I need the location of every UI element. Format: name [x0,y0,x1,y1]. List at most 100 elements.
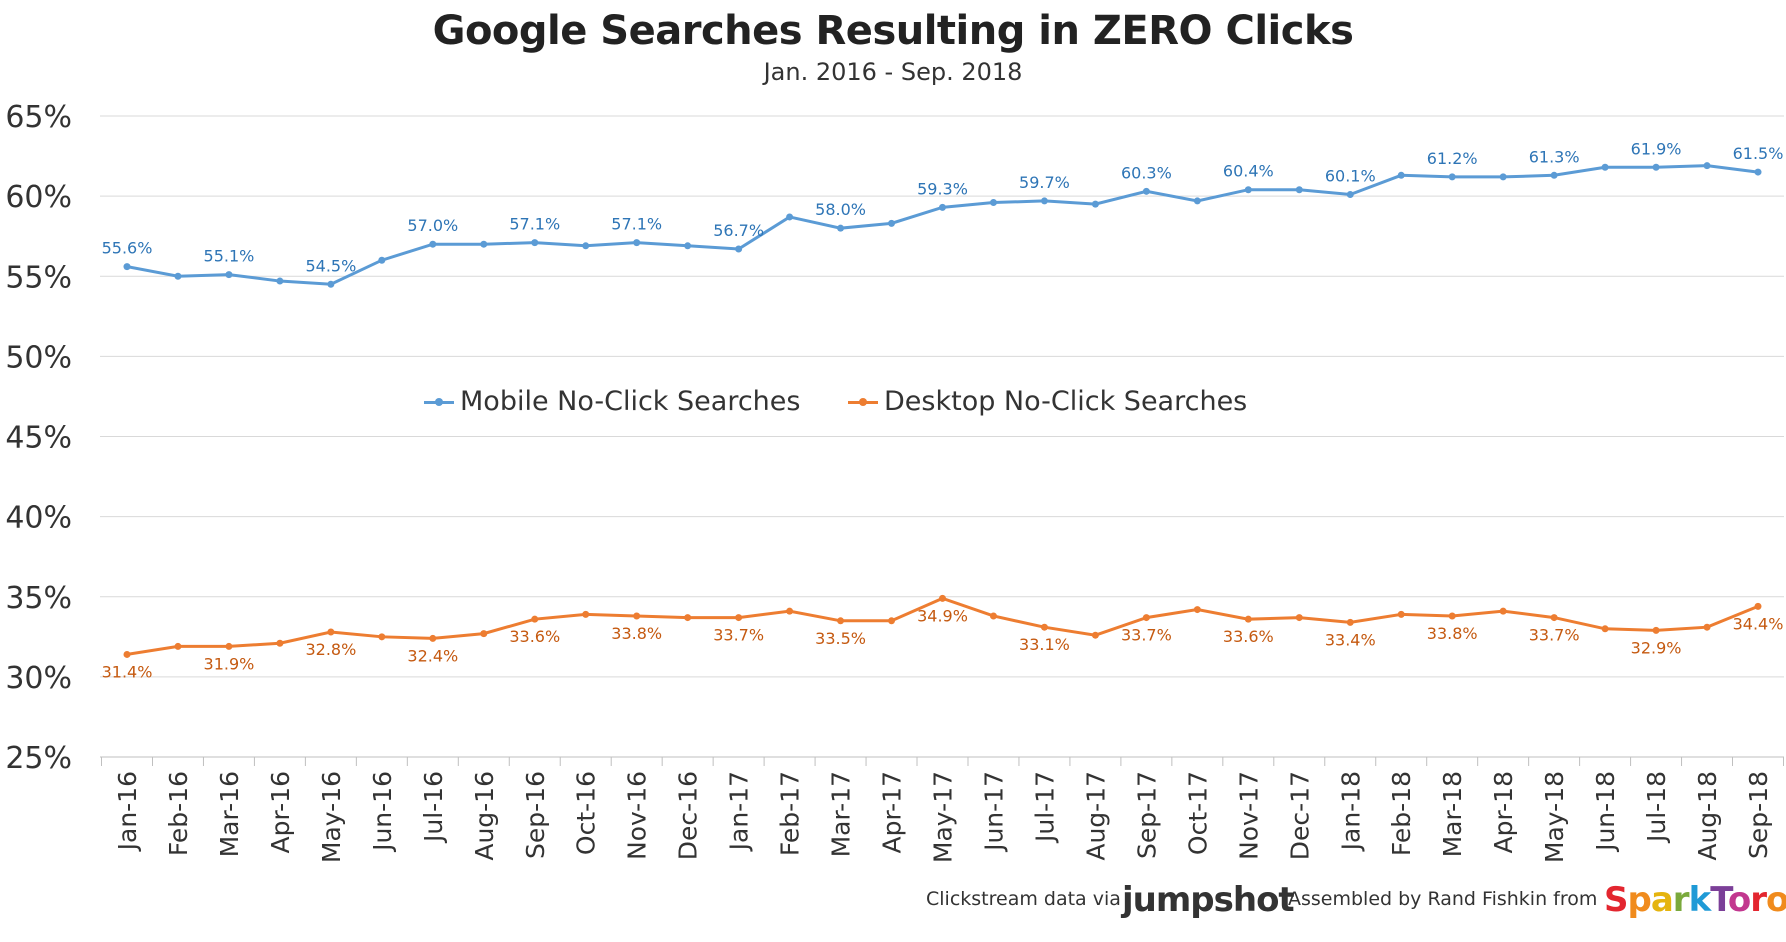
desktop-data-label: 33.1% [1019,635,1070,654]
x-tick-label: Sep-18 [1744,771,1773,859]
desktop-data-label: 31.4% [102,662,153,681]
x-tick-label: May-17 [929,771,958,863]
desktop-data-point [1550,614,1558,622]
x-tick-label: Mar-16 [215,771,244,857]
x-tick-label: Apr-16 [266,771,295,853]
mobile-data-point [123,263,131,271]
x-tick-label: Feb-18 [1387,771,1416,856]
x-tick-label: Jul-18 [1642,771,1671,844]
x-tick-label: Oct-17 [1183,771,1212,855]
x-tick-label: Jan-16 [113,771,142,852]
desktop-data-point [225,642,233,650]
y-tick-label: 65% [5,100,72,135]
mobile-data-label: 59.3% [917,179,968,198]
desktop-data-point [480,630,488,638]
mobile-data-point [480,240,488,248]
y-tick-label: 25% [5,741,72,776]
x-tick-label: Apr-17 [878,771,907,853]
desktop-data-point [939,594,946,602]
y-tick-label: 60% [5,180,72,215]
mobile-data-point [531,239,539,247]
legend-item-desktop: Desktop No-Click Searches [848,386,1247,417]
mobile-data-point [1448,173,1456,181]
mobile-data-label: 56.7% [713,221,764,240]
desktop-data-label: 33.7% [1121,626,1172,645]
x-tick-label: Sep-17 [1132,771,1161,859]
x-tick-label: May-18 [1540,771,1569,863]
mobile-data-point [786,213,794,221]
desktop-data-point [1448,612,1456,620]
mobile-data-point [225,271,233,279]
mobile-data-point [735,245,743,253]
x-tick-label: Sep-16 [521,771,550,859]
mobile-data-point [837,224,845,232]
desktop-data-label: 33.4% [1325,630,1376,649]
desktop-data-point [1295,614,1303,622]
x-tick-label: May-16 [317,771,346,863]
mobile-data-point [1550,171,1558,179]
x-tick-label: Jun-16 [368,771,397,853]
desktop-data-point [1244,615,1252,623]
mobile-data-point [888,219,896,227]
mobile-data-point [1601,163,1609,171]
desktop-data-point [327,628,335,636]
x-tick-label: Jan-17 [725,771,754,852]
y-tick-label: 35% [5,581,72,616]
desktop-data-point [378,633,386,641]
chart-title: Google Searches Resulting in ZERO Clicks [432,8,1354,54]
x-tick-label: Mar-17 [827,771,856,857]
y-tick-label: 55% [5,260,72,295]
desktop-data-label: 33.6% [509,627,560,646]
desktop-data-point [1652,626,1660,634]
chart-subtitle: Jan. 2016 - Sep. 2018 [763,58,1023,86]
desktop-data-point [1499,607,1507,615]
mobile-data-label: 57.1% [611,215,662,234]
mobile-data-label: 57.0% [407,216,458,235]
desktop-data-label: 33.7% [713,626,764,645]
desktop-data-point [531,615,539,623]
mobile-data-point [1193,197,1201,205]
desktop-data-point [735,614,743,622]
assembled-credit: Assembled by Rand Fishkin from [1288,888,1598,910]
x-tick-label: Apr-18 [1489,771,1518,853]
desktop-data-point [1601,625,1609,633]
desktop-data-label: 33.8% [611,624,662,643]
mobile-data-point [378,256,386,264]
mobile-data-point [1397,171,1405,179]
x-tick-label: Nov-16 [623,771,652,860]
desktop-data-point [582,610,590,618]
desktop-data-label: 33.6% [1223,627,1274,646]
mobile-data-point [276,277,284,285]
mobile-data-point [1754,168,1762,176]
mobile-data-point [633,239,641,247]
desktop-data-point [1040,623,1048,631]
desktop-data-point [786,607,794,615]
mobile-data-point [939,203,946,211]
desktop-data-point [1091,631,1099,639]
desktop-data-label: 33.8% [1427,624,1478,643]
desktop-data-point [633,612,641,620]
mobile-data-point [1346,191,1354,199]
legend-marker-desktop [848,398,878,406]
desktop-data-point [429,634,437,642]
mobile-data-label: 61.2% [1427,149,1478,168]
legend-marker-mobile [424,398,454,406]
mobile-data-label: 58.0% [815,200,866,219]
desktop-data-point [1193,606,1201,614]
mobile-data-label: 60.4% [1223,162,1274,181]
mobile-data-label: 60.1% [1325,167,1376,186]
mobile-data-label: 61.9% [1631,139,1682,158]
desktop-data-point [837,617,845,625]
x-tick-label: Nov-17 [1234,771,1263,860]
y-tick-label: 50% [5,340,72,375]
jumpshot-logo: jumpshot [1122,880,1295,920]
x-tick-label: Jun-18 [1591,771,1620,853]
desktop-data-label: 32.4% [407,646,458,665]
mobile-data-point [174,272,182,280]
mobile-data-point [429,240,437,248]
x-tick-label: Jun-17 [979,771,1008,853]
mobile-data-label: 55.1% [204,247,255,266]
legend-label-desktop: Desktop No-Click Searches [884,386,1248,417]
x-tick-label: Feb-17 [776,771,805,856]
